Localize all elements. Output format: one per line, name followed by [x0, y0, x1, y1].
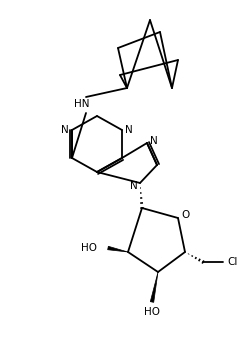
Text: Cl: Cl: [228, 257, 238, 267]
Text: N: N: [130, 181, 138, 191]
Text: HO: HO: [81, 243, 97, 253]
Text: HN: HN: [74, 99, 90, 109]
Text: N: N: [150, 136, 158, 146]
Polygon shape: [150, 272, 158, 302]
Text: N: N: [61, 125, 69, 135]
Text: HO: HO: [144, 307, 160, 317]
Text: N: N: [125, 125, 133, 135]
Polygon shape: [108, 246, 128, 252]
Text: O: O: [181, 210, 189, 220]
